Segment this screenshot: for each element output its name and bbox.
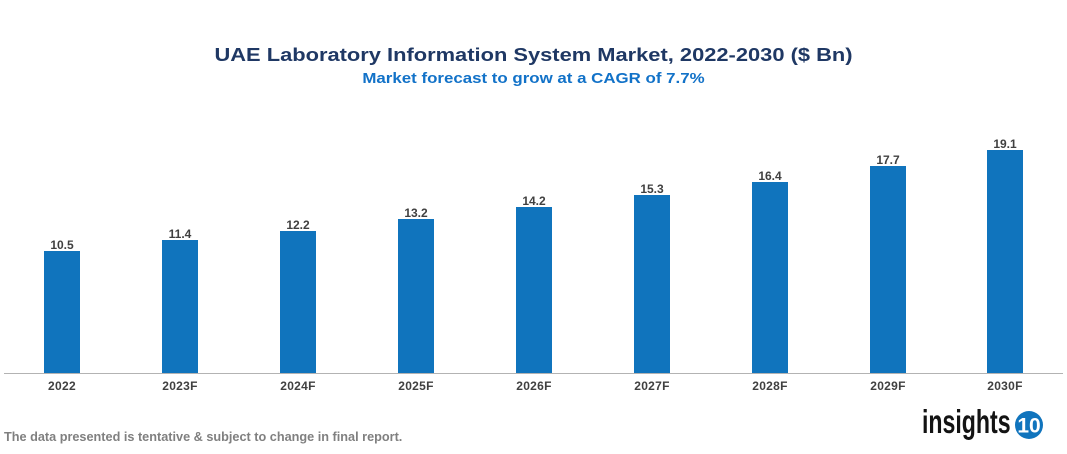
svg-text:10: 10 xyxy=(1017,415,1040,438)
